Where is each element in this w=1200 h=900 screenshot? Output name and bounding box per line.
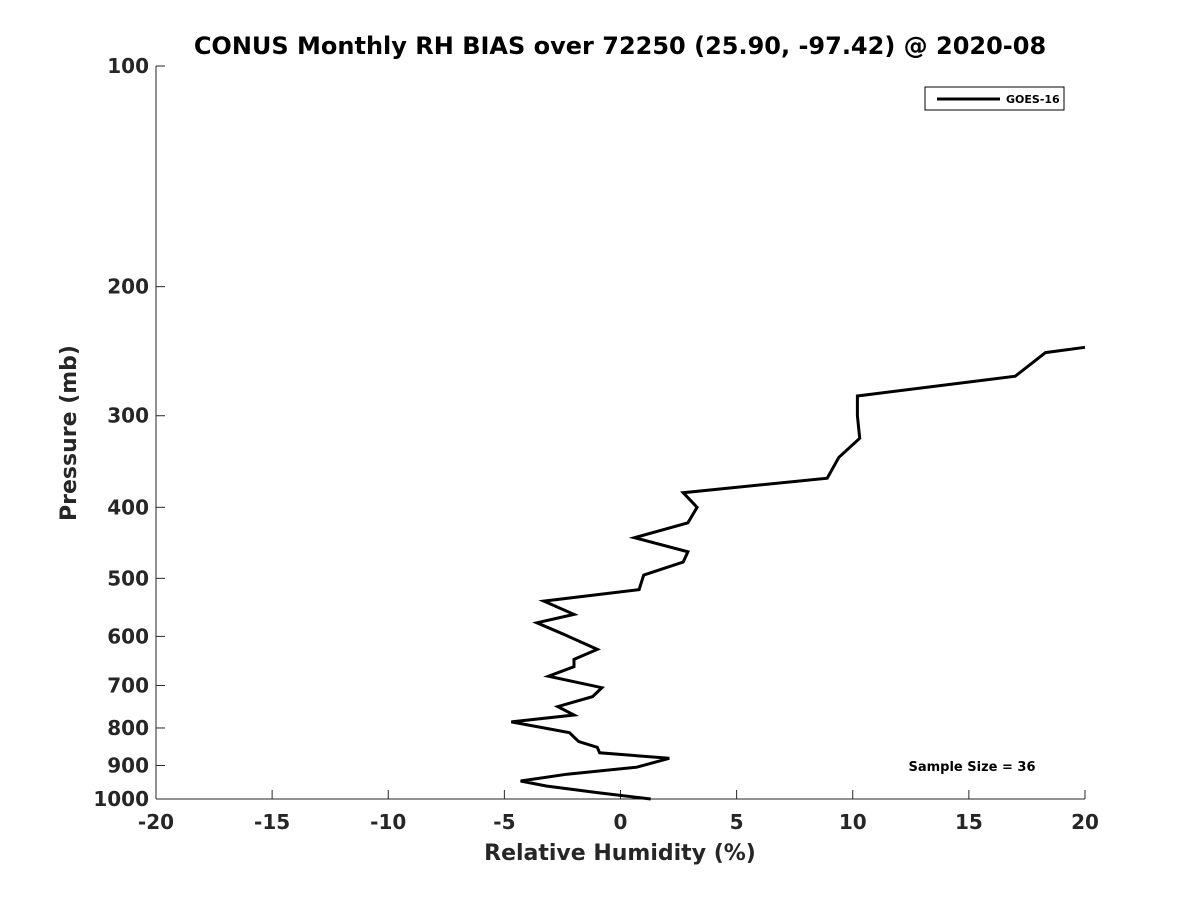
x-tick-label: 15 [955, 810, 983, 834]
y-axis-ticks: 100 200 300 400 500 600 700 800 900 1000 [93, 54, 165, 811]
x-tick-label: -5 [493, 810, 515, 834]
series-layer [511, 345, 1086, 801]
legend-label-goes-16: GOES-16 [1006, 93, 1060, 106]
x-tick-label: 20 [1071, 810, 1099, 834]
y-tick-label: 900 [107, 753, 149, 777]
plot-area [156, 66, 1085, 799]
y-tick-label: 1000 [93, 787, 149, 811]
x-tick-label: -20 [138, 810, 174, 834]
y-tick-label: 200 [107, 275, 149, 299]
y-axis-label: Pressure (mb) [57, 345, 82, 521]
x-axis-label: Relative Humidity (%) [484, 841, 756, 866]
sample-size-annotation: Sample Size = 36 [908, 760, 1035, 775]
x-tick-label: 10 [839, 810, 867, 834]
y-tick-label: 300 [107, 404, 149, 428]
y-tick-label: 600 [107, 624, 149, 648]
y-tick-label: 800 [107, 716, 149, 740]
x-axis-ticks: -20 -15 -10 -5 0 5 10 15 20 [138, 790, 1099, 834]
y-tick-label: 700 [107, 673, 149, 697]
y-tick-label: 100 [107, 54, 149, 78]
x-tick-label: 0 [614, 810, 628, 834]
y-tick-label: 400 [107, 495, 149, 519]
x-tick-label: -10 [370, 810, 406, 834]
x-tick-label: 5 [730, 810, 744, 834]
series-line-goes-16 [511, 345, 1086, 801]
legend: GOES-16 [924, 86, 1065, 111]
x-tick-label: -15 [254, 810, 290, 834]
chart-title: CONUS Monthly RH BIAS over 72250 (25.90,… [194, 32, 1046, 60]
y-tick-label: 500 [107, 566, 149, 590]
